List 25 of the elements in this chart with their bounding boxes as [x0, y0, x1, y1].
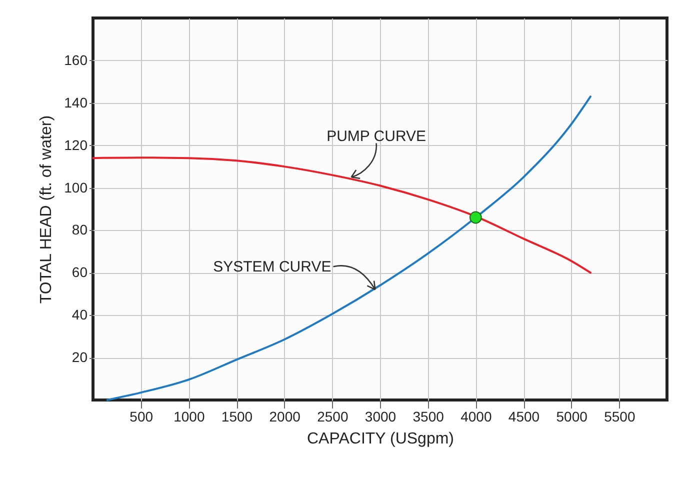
y-tick-label: 160	[64, 52, 88, 68]
y-tick-label: 100	[64, 179, 88, 196]
y-tick-label: 80	[72, 222, 88, 238]
x-tick-label: 1000	[174, 408, 205, 424]
y-tick-label: 120	[64, 136, 88, 153]
x-tick-label: 4000	[460, 408, 492, 424]
x-tick-label: 5500	[604, 408, 636, 424]
y-tick-label: 140	[64, 94, 88, 110]
y-tick-label: 60	[72, 264, 88, 280]
x-tick-label: 4500	[508, 408, 540, 424]
x-tick-label: 1500	[221, 408, 253, 424]
x-tick-label: 2000	[269, 408, 301, 424]
x-tick-label: 2500	[317, 408, 348, 424]
y-axis-title: TOTAL HEAD (ft. of water)	[38, 115, 56, 304]
annotation: PUMP CURVE	[326, 128, 426, 146]
line-series	[106, 96, 592, 401]
x-tick-label: 500	[130, 408, 154, 424]
annotation: SYSTEM CURVE	[213, 258, 332, 276]
x-tick-label: 3500	[412, 408, 444, 424]
line-series	[92, 156, 592, 274]
x-axis-title: CAPACITY (USgpm)	[307, 430, 454, 448]
x-tick-label: 5000	[556, 408, 588, 424]
y-tick-label: 20	[72, 349, 88, 366]
x-tick-label: 3000	[364, 408, 396, 424]
y-tick-label: 40	[72, 306, 88, 323]
